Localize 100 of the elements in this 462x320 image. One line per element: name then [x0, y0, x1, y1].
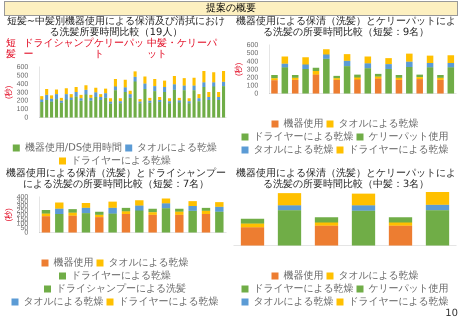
bar — [153, 86, 156, 92]
bar — [175, 214, 184, 233]
bar — [278, 210, 302, 246]
legend-label: ドライヤーによる乾燥 — [348, 144, 448, 156]
bar — [323, 54, 330, 59]
y-axis-title: (秒) — [4, 85, 14, 100]
bar — [388, 226, 412, 246]
bar — [178, 98, 181, 100]
bar — [406, 66, 413, 94]
bar — [143, 89, 146, 118]
legend-label: 機器使用 — [54, 256, 94, 269]
bar — [134, 81, 137, 118]
bar — [416, 79, 423, 94]
bar — [416, 74, 423, 78]
bar — [84, 85, 88, 90]
bar — [95, 214, 104, 218]
bar — [80, 100, 83, 118]
bar — [94, 92, 98, 98]
bar — [182, 78, 186, 86]
bar — [197, 101, 201, 118]
bar — [122, 214, 130, 233]
text: 短髪 — [6, 38, 17, 60]
bar — [222, 86, 226, 118]
bar — [282, 56, 288, 64]
legend-label: タオルによる乾燥 — [108, 256, 188, 269]
bar — [202, 70, 206, 82]
bar — [108, 208, 117, 214]
bar — [40, 96, 44, 100]
bar — [89, 94, 92, 98]
bar — [207, 92, 210, 98]
bar — [278, 205, 302, 210]
bar — [74, 86, 78, 92]
bar — [215, 206, 224, 212]
bar — [388, 222, 412, 226]
legend-label: タオルによる乾燥 — [338, 118, 418, 130]
bar — [202, 86, 206, 118]
legend-label: ドライヤーによる乾燥 — [71, 270, 171, 282]
bar — [240, 227, 264, 246]
text: 提案の概要 — [4, 1, 458, 16]
bar — [158, 97, 162, 100]
bar — [364, 63, 372, 68]
bar — [352, 194, 376, 206]
bar — [437, 80, 444, 94]
bar — [108, 214, 117, 233]
bar — [354, 79, 361, 94]
bar — [202, 210, 210, 214]
legend-label: ドライシャンプーによる洗髪 — [56, 282, 186, 295]
y-axis-title: (秒) — [4, 208, 14, 222]
text: ドライシャンプー — [24, 38, 94, 60]
bar — [122, 211, 130, 214]
bar — [175, 212, 184, 215]
bar — [42, 214, 50, 216]
bar — [312, 74, 320, 94]
bar — [114, 86, 117, 90]
bar — [143, 84, 146, 90]
legend-label: ドライヤーによる乾燥 — [71, 154, 171, 167]
bar — [74, 92, 78, 97]
legend-label: ケリーパット使用 — [368, 132, 448, 143]
bar — [54, 99, 58, 118]
bar — [202, 82, 206, 87]
bar — [162, 198, 170, 204]
bar — [448, 55, 454, 63]
bar — [217, 92, 220, 98]
bar — [143, 76, 146, 84]
bar — [134, 76, 137, 82]
bar — [135, 200, 144, 206]
text: 10 — [445, 308, 458, 319]
bar — [84, 94, 88, 118]
bar — [282, 64, 288, 68]
legend-label: ドライヤーによる乾燥 — [254, 130, 354, 143]
bar — [448, 67, 454, 94]
bar — [138, 99, 142, 102]
legend-label: 機器使用/DS使用時間 — [24, 142, 122, 154]
bar — [104, 88, 108, 94]
bar — [271, 80, 278, 94]
bar — [212, 72, 216, 82]
bar — [68, 212, 77, 216]
bar — [108, 202, 117, 208]
bar — [64, 88, 68, 94]
bar — [388, 217, 412, 223]
bar — [314, 226, 338, 246]
legend-label: ドライヤーによる乾燥 — [254, 282, 354, 295]
bar — [104, 98, 108, 118]
bar — [352, 205, 376, 211]
bar — [312, 71, 320, 75]
bar — [374, 78, 382, 94]
y-axis-title: (秒) — [234, 62, 244, 76]
bar — [82, 208, 90, 214]
bar — [354, 74, 361, 78]
legend-label: ドライヤーによる乾燥 — [118, 296, 218, 308]
bar — [448, 62, 454, 68]
bar — [163, 80, 166, 87]
bar — [344, 66, 350, 94]
bar — [122, 208, 130, 212]
bar — [60, 98, 63, 101]
legend-label: 機器使用 — [284, 118, 324, 130]
chart-title: 短髪~中髪別機器使用による保清及び清拭における洗髪所要時間比較（19人） — [6, 16, 226, 38]
bar — [333, 80, 340, 94]
bar — [282, 67, 288, 94]
bar — [114, 78, 117, 87]
